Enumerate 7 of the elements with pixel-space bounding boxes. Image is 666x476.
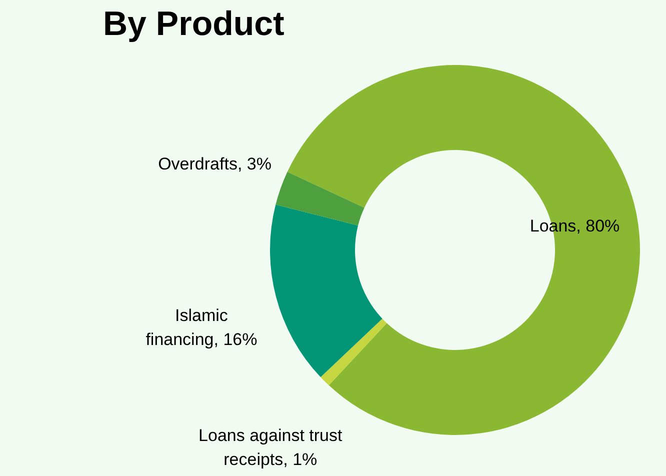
donut-slice: [320, 318, 387, 386]
donut-slice: [276, 172, 364, 226]
slice-label: Overdrafts, 3%: [158, 154, 272, 174]
slice-label: Islamic financing, 16%: [146, 306, 258, 350]
chart-title: By Product: [103, 5, 284, 43]
slice-label: Loans against trust receipts, 1%: [198, 426, 342, 469]
donut-slice: [270, 204, 382, 378]
